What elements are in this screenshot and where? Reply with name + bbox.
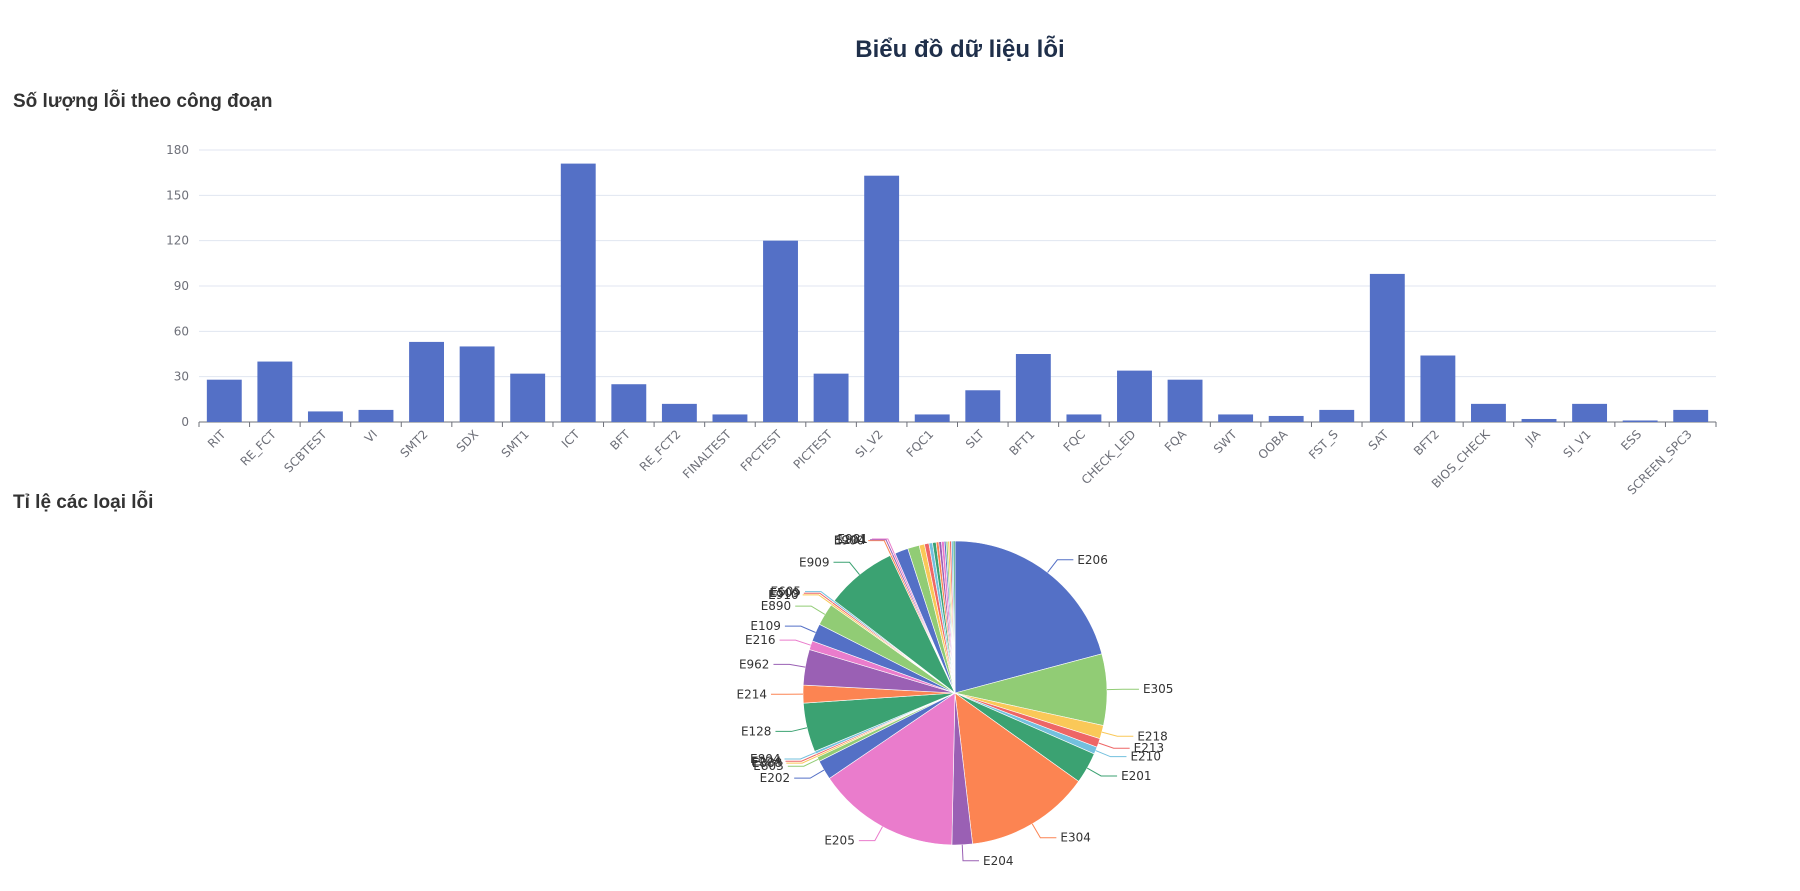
pie-label-line (1047, 559, 1074, 573)
pie-label-line (773, 663, 806, 668)
pie-label-line (795, 605, 826, 615)
pie-slice-label: E201 (1121, 769, 1152, 783)
pie-label-line (833, 561, 860, 576)
pie-slice-label: S204 (836, 533, 867, 547)
pie-slice-label: E304 (1060, 831, 1091, 845)
pie-slice-label: E214 (737, 687, 768, 701)
pie-label-line (784, 625, 816, 633)
pie-slice-label: E128 (741, 724, 772, 738)
pie-slice-label: E804 (750, 752, 781, 766)
pie-slice-label: E216 (745, 633, 776, 647)
pie-slice-label: E888 (752, 756, 783, 770)
pie-label-line (779, 639, 811, 646)
pie-slice-label: E224 (751, 754, 782, 768)
pie-slice-label: E605 (771, 585, 802, 599)
pie-label-line (1098, 742, 1130, 749)
pie-slice-label: E205 (824, 834, 855, 848)
pie-slice-label: E218 (1137, 729, 1168, 743)
pie-label-line (858, 826, 883, 842)
pie-label-line (868, 540, 892, 556)
pie-slice[interactable] (952, 540, 956, 694)
pie-slice-label: E900 (834, 534, 865, 548)
bar-chart-title: Số lượng lỗi theo công đoạn (13, 91, 273, 112)
pie-slice-label: E962 (739, 657, 770, 671)
pie-label-line (787, 758, 819, 767)
pie-slice-label: E803 (753, 759, 784, 773)
pie-slice-label: E202 (760, 771, 791, 785)
pie-slice-label: E890 (761, 599, 792, 613)
pie-slice-label: E981 (837, 532, 868, 546)
pie-label-line (805, 591, 835, 602)
pie-slice[interactable] (954, 692, 1080, 845)
pie-label-line (802, 594, 832, 605)
pie-slice-label: E509 (769, 586, 800, 600)
pie-label-line (1101, 731, 1134, 737)
pie-slice-label: E910 (768, 588, 799, 602)
pie-label-line (871, 538, 895, 554)
pie-label-line (961, 844, 980, 862)
page-title: Biểu đồ dữ liệu lỗi (855, 36, 1065, 63)
pie-slice-label: E213 (1134, 741, 1165, 755)
pie-label-line (784, 752, 816, 760)
pie-slice-label: E204 (983, 854, 1014, 868)
pie-slice-label: E909 (799, 555, 830, 569)
pie-label-line (1086, 767, 1118, 777)
pie-label-line (786, 755, 818, 764)
pie-slice-label: E206 (1077, 553, 1108, 567)
pie-slice-label: E305 (1143, 682, 1174, 696)
pie-slice[interactable] (828, 692, 956, 846)
pie-label-line (1095, 750, 1127, 758)
pie-label-line (775, 727, 808, 732)
pie-label-line (794, 769, 825, 779)
pie-label-line (803, 592, 833, 604)
pie-chart-title: Tỉ lệ các loại lỗi (13, 492, 154, 513)
pie-label-line (870, 539, 894, 555)
pie-label-line (1031, 823, 1057, 839)
pie-slice-label: E210 (1130, 750, 1161, 764)
pie-slice-label: E109 (750, 619, 781, 633)
pie-label-line (785, 754, 817, 762)
